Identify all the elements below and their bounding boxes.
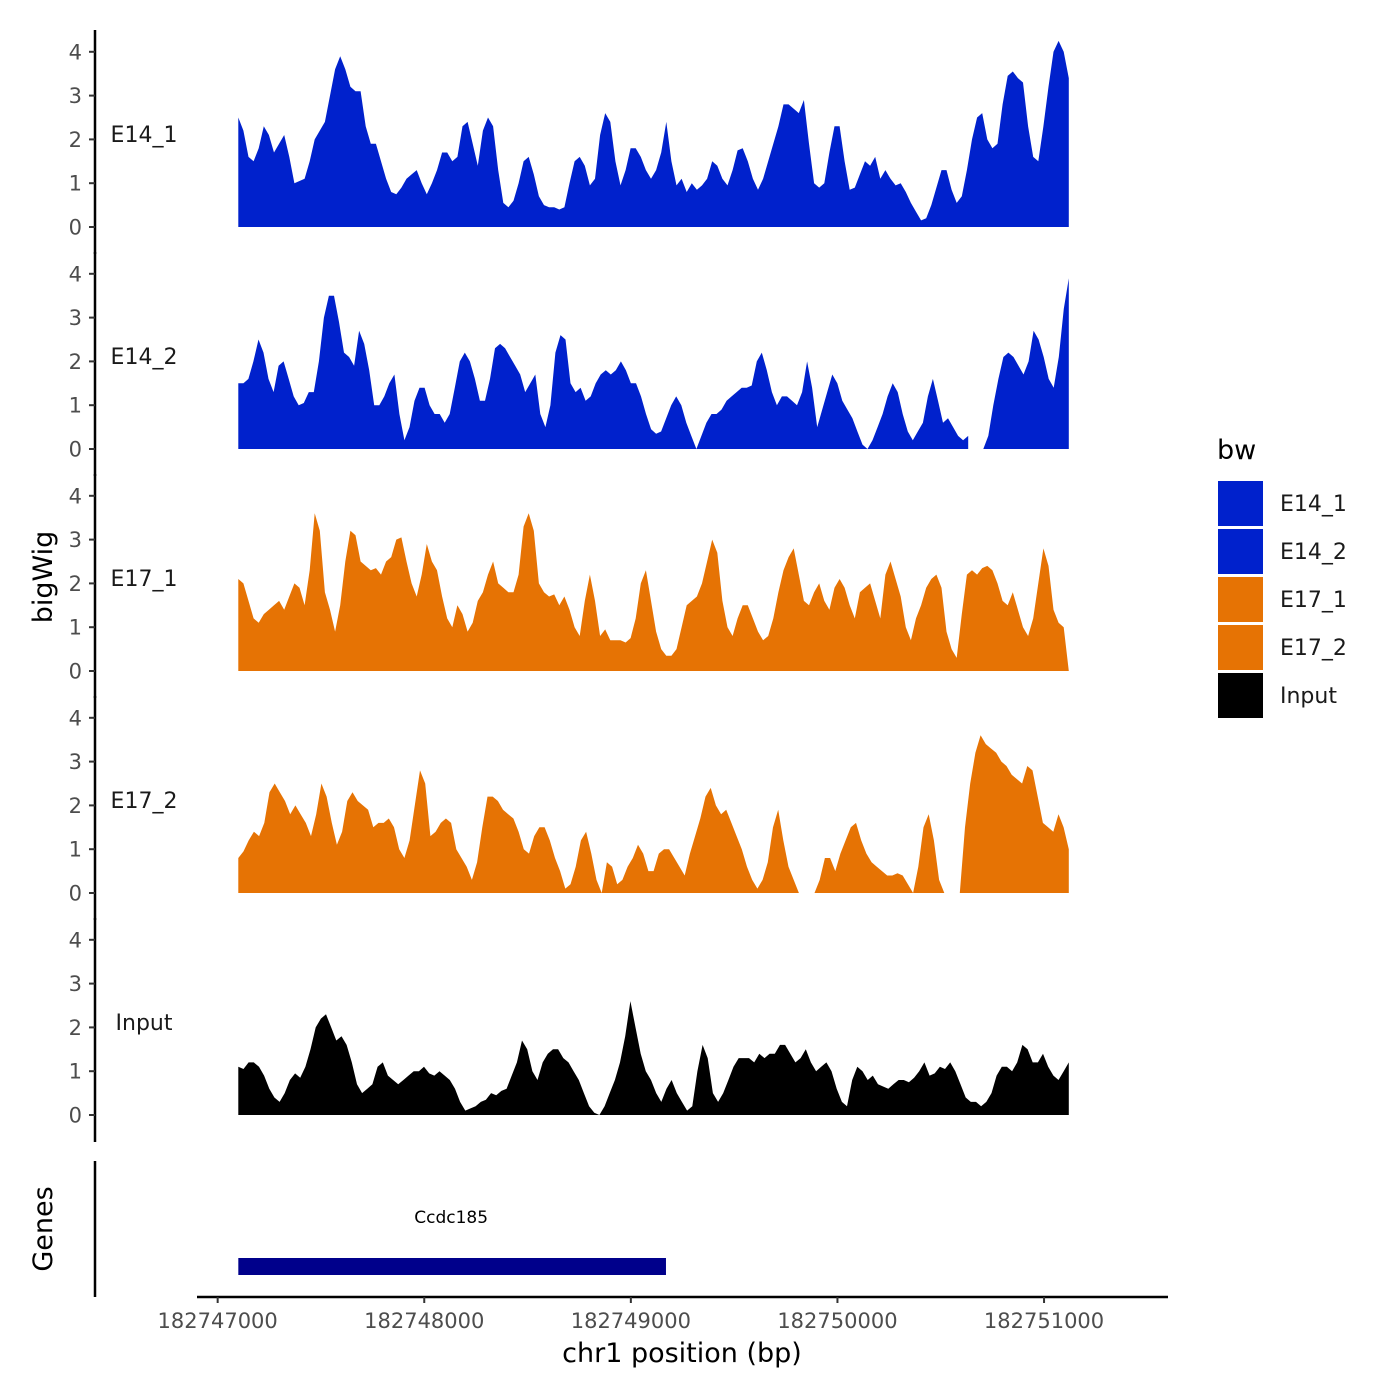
- genes-axis-title: Genes: [28, 1186, 59, 1271]
- signal-area: [814, 814, 945, 893]
- gene-label: Ccdc185: [414, 1208, 488, 1228]
- y-tick-label: 4: [69, 706, 82, 730]
- legend-swatch: [1218, 529, 1263, 574]
- y-axis-title: bigWig: [28, 531, 59, 624]
- legend-swatch: [1218, 625, 1263, 670]
- y-tick-label: 1: [69, 838, 82, 862]
- gene-body: [238, 1258, 666, 1275]
- signal-area: [238, 295, 969, 449]
- x-tick-label: 182749000: [571, 1309, 691, 1333]
- track-e14-1: 0 1 2 3 4 E14_1: [69, 30, 1069, 254]
- legend-item: E14_1: [1218, 481, 1347, 526]
- y-tick-label: 2: [69, 350, 82, 374]
- legend-item: E17_2: [1218, 625, 1347, 670]
- x-axis-title: chr1 position (bp): [562, 1338, 802, 1369]
- y-tick-label: 2: [69, 1016, 82, 1040]
- y-tick-label: 1: [69, 394, 82, 418]
- y-tick-label: 0: [69, 660, 82, 684]
- y-tick-label: 3: [69, 528, 82, 552]
- legend-item: E17_1: [1218, 577, 1347, 622]
- y-tick-label: 0: [69, 438, 82, 462]
- track-e17-2: 0 1 2 3 4 E17_2: [69, 696, 1069, 920]
- y-tick-label: 0: [69, 216, 82, 240]
- y-tick-label: 3: [69, 972, 82, 996]
- x-tick-label: 182748000: [364, 1309, 484, 1333]
- track-label: E17_1: [111, 567, 178, 592]
- y-tick-label: 4: [69, 484, 82, 508]
- signal-area: [238, 40, 1069, 228]
- y-tick-label: 2: [69, 572, 82, 596]
- track-e14-2: 0 1 2 3 4 E14_2: [69, 252, 1069, 476]
- legend-swatch: [1218, 577, 1263, 622]
- y-tick-label: 4: [69, 40, 82, 64]
- y-tick-label: 3: [69, 750, 82, 774]
- track-e17-1: 0 1 2 3 4 E17_1: [69, 474, 1069, 698]
- x-tick-label: 182747000: [158, 1309, 278, 1333]
- y-tick-label: 3: [69, 84, 82, 108]
- signal-area: [959, 735, 1069, 893]
- track-label: E17_2: [111, 789, 178, 814]
- legend-label: E17_2: [1280, 636, 1347, 661]
- signal-area: [238, 513, 1069, 671]
- y-tick-label: 0: [69, 882, 82, 906]
- legend-swatch: [1218, 673, 1263, 718]
- legend-item: E14_2: [1218, 529, 1347, 574]
- legend: bw E14_1 E14_2 E17_1 E17_2 Input: [1217, 435, 1347, 718]
- y-tick-label: 4: [69, 262, 82, 286]
- genes-panel: Ccdc185: [93, 1161, 666, 1297]
- signal-area: [983, 278, 1069, 449]
- legend-label: E14_2: [1280, 540, 1347, 565]
- legend-swatch: [1218, 481, 1263, 526]
- y-tick-label: 1: [69, 172, 82, 196]
- y-tick-label: 1: [69, 616, 82, 640]
- x-tick-label: 182750000: [777, 1309, 897, 1333]
- track-input: 0 1 2 3 4 Input: [69, 918, 1069, 1142]
- track-label: Input: [116, 1011, 173, 1036]
- y-tick-label: 2: [69, 128, 82, 152]
- x-axis: 182747000 182748000 182749000 182750000 1827…: [158, 1295, 1168, 1333]
- track-label: E14_2: [111, 345, 178, 370]
- y-tick-label: 0: [69, 1104, 82, 1128]
- legend-label: E14_1: [1280, 492, 1347, 517]
- y-tick-label: 1: [69, 1060, 82, 1084]
- legend-title: bw: [1217, 435, 1256, 466]
- legend-label: E17_1: [1280, 588, 1347, 613]
- y-tick-label: 4: [69, 928, 82, 952]
- x-tick-label: 182751000: [984, 1309, 1104, 1333]
- y-tick-label: 3: [69, 306, 82, 330]
- signal-area: [238, 1001, 1069, 1115]
- y-tick-label: 2: [69, 794, 82, 818]
- legend-item: Input: [1218, 673, 1337, 718]
- track-label: E14_1: [111, 123, 178, 148]
- legend-label: Input: [1280, 684, 1337, 709]
- signal-area: [238, 770, 799, 893]
- tracks-layer: 0 1 2 3 4 E14_1 0 1 2 3 4 E14_2 0 1 2 3 4 E17_1 0 1 2 3 4 E17_2…: [69, 30, 1069, 1142]
